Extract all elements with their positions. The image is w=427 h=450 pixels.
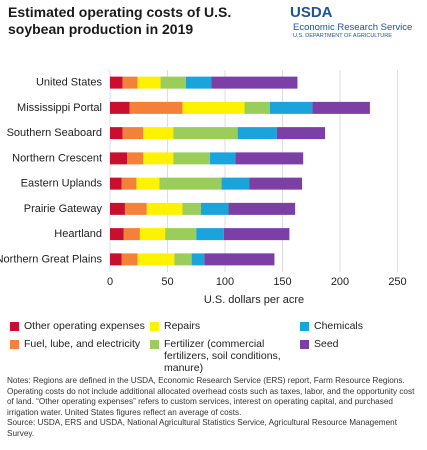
y-tick-label: Southern Seaboard [7,127,102,139]
bar-segment [210,152,236,165]
bar-segment [204,253,275,266]
notes: Notes: Regions are defined in the USDA, … [7,376,422,439]
y-tick-label: United States [36,77,103,89]
bar-segment [276,127,326,140]
bar-segment [174,253,192,266]
bar-segment [196,228,224,241]
y-tick-label: Prairie Gateway [24,203,103,215]
y-tick-label: Eastern Uplands [21,178,103,190]
bar-segment [269,101,313,114]
logo: USDA Economic Research Service U.S. DEPART… [290,4,425,40]
bar-segment [123,228,140,241]
y-tick-label: Northern Great Plains [0,253,102,265]
bar-segment [121,177,137,190]
bar-segment [110,152,128,165]
legend-item: Other operating expenses [10,320,145,332]
legend-item: Chemicals [300,320,415,332]
legend-item: Seed [300,338,415,350]
bar-segment [110,177,122,190]
bar-segment [137,76,161,89]
bar-segment [137,253,175,266]
bar-segment [228,202,296,215]
bar-segment [165,228,197,241]
bar-segment [122,76,138,89]
bar-segment [173,152,211,165]
bar-segment [235,152,304,165]
bar-segment [249,177,303,190]
x-axis-label: U.S. dollars per acre [204,294,304,306]
x-tick-label: 250 [388,276,406,288]
legend-item: Fuel, lube, and electricity [10,338,145,350]
x-tick-label: 0 [107,276,113,288]
bar-segment [182,202,201,215]
bar-segment [312,101,370,114]
y-tick-label: Heartland [54,228,102,240]
legend-label: Repairs [164,320,201,332]
legend-swatch [300,340,309,349]
logo-department: U.S. DEPARTMENT OF AGRICULTURE [293,33,392,39]
x-tick-label: 50 [161,276,173,288]
bar-segment [143,127,174,140]
legend-label: Fertilizer (commercial fertilizers, soil… [164,338,281,374]
bar-segment [146,202,183,215]
legend-swatch [150,322,159,331]
bar-segment [129,101,183,114]
bar-segment [143,152,174,165]
bar-segment [110,202,125,215]
legend-swatch [10,322,19,331]
bar-segment [160,76,186,89]
y-tick-label: Northern Crescent [12,152,102,164]
x-tick-label: 150 [273,276,291,288]
bar-segment [200,202,229,215]
bar-segment [221,177,250,190]
logo-agency: Economic Research Service [293,22,413,33]
legend-swatch [150,340,159,349]
chart: U.S. dollars per acre 0 50 100 150 200 250 Uni… [0,70,407,306]
y-tick-label: Mississippi Portal [17,102,102,114]
legend-item: Repairs [150,320,295,332]
legend-label: Fuel, lube, and electricity [24,338,141,350]
bar-segment [110,228,124,241]
x-tick-label: 100 [216,276,234,288]
x-tick-label: 200 [331,276,349,288]
legend-swatch [300,322,309,331]
bar-segment [121,253,138,266]
bar-segment [159,177,222,190]
bar-segment [244,101,270,114]
logo-mark: USDA [290,4,333,21]
bar-segment [127,152,144,165]
legend-label: Chemicals [314,320,364,332]
bar-segment [185,76,212,89]
bar-segment [173,127,238,140]
legend-swatch [10,340,19,349]
notes-text: Notes: Regions are defined in the USDA, … [7,376,415,417]
bar-segment [191,253,205,266]
bar-segment [136,177,160,190]
bar-segment [223,228,290,241]
bar-segment [110,76,123,89]
legend-label: Seed [314,338,339,350]
chart-title: Estimated operating costs of U.S. soybea… [8,4,232,37]
bar-segment [110,253,122,266]
legend-label: Other operating expenses [24,320,145,332]
bar-segment [122,127,144,140]
source-text: Source: USDA, ERS and USDA, National Agr… [7,418,397,438]
bar-segment [110,127,123,140]
bar-segment [237,127,277,140]
bar-segment [139,228,166,241]
bar-segment [124,202,147,215]
bar-segment [182,101,245,114]
bar-segment [110,101,130,114]
legend-item: Fertilizer (commercial fertilizers, soil… [150,338,295,374]
bar-segment [211,76,298,89]
